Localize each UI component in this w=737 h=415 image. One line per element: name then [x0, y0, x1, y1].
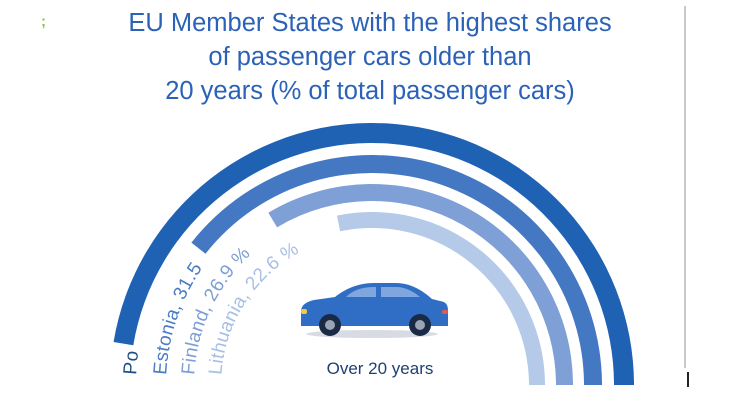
- chart-title-line-3: 20 years (% of total passenger cars): [165, 77, 575, 105]
- arc-bar-finland: [268, 184, 573, 385]
- chart-title-line-2: of passenger cars older than: [208, 43, 532, 71]
- arc-bar-lithuania: [336, 212, 545, 385]
- arc-label-lithuania: Lithuania, 22.6 %: [205, 238, 302, 375]
- edge-tick-mark: [687, 372, 689, 387]
- chart-title: EU Member States with the highest shares…: [90, 6, 650, 108]
- vertical-divider: [684, 6, 686, 368]
- chart-title-line-1: EU Member States with the highest shares: [128, 9, 612, 37]
- chart-caption: Over 20 years: [326, 359, 434, 378]
- car-icon: [301, 283, 448, 338]
- corner-mark: ;: [41, 13, 46, 30]
- arc-bar-estonia: [191, 155, 602, 385]
- arc-label-estonia: Estonia, 31.5 %: [0, 0, 210, 375]
